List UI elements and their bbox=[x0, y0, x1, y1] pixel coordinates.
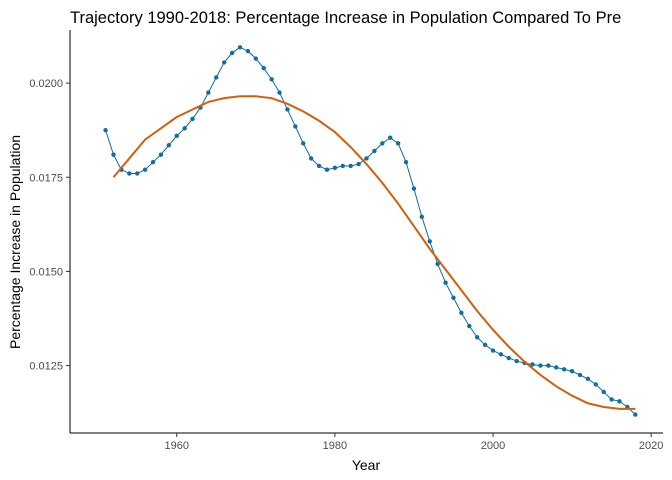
point bbox=[174, 133, 179, 139]
point bbox=[340, 163, 345, 169]
point bbox=[609, 397, 614, 402]
y-tick-label: 0.0125 bbox=[29, 361, 63, 373]
point bbox=[601, 389, 606, 395]
point bbox=[316, 163, 322, 169]
point bbox=[253, 56, 259, 61]
point bbox=[482, 342, 488, 348]
point bbox=[111, 152, 116, 157]
point bbox=[166, 143, 172, 148]
point bbox=[364, 156, 369, 161]
point bbox=[490, 348, 496, 353]
x-tick-label: 2020 bbox=[639, 440, 663, 452]
y-axis-label: Percentage Increase in Population bbox=[7, 135, 23, 349]
point bbox=[261, 65, 266, 71]
point bbox=[135, 171, 140, 176]
point bbox=[585, 376, 591, 381]
point bbox=[554, 365, 559, 370]
point bbox=[285, 107, 290, 112]
point bbox=[277, 90, 282, 95]
point bbox=[348, 163, 353, 169]
y-tick-label: 0.0175 bbox=[29, 172, 63, 184]
point bbox=[214, 75, 219, 80]
point bbox=[103, 127, 108, 133]
point bbox=[427, 239, 432, 244]
point bbox=[577, 372, 583, 378]
point bbox=[514, 358, 519, 364]
point bbox=[633, 412, 638, 417]
point bbox=[506, 355, 512, 361]
point bbox=[388, 135, 393, 140]
point bbox=[269, 77, 274, 82]
point bbox=[158, 152, 164, 157]
point bbox=[538, 363, 543, 368]
point bbox=[435, 261, 440, 267]
point bbox=[546, 363, 551, 368]
point bbox=[459, 310, 464, 316]
point bbox=[443, 280, 448, 285]
point bbox=[142, 167, 148, 172]
x-axis-label: Year bbox=[352, 457, 381, 473]
y-tick-label: 0.0150 bbox=[29, 266, 63, 278]
point bbox=[245, 48, 251, 54]
point bbox=[498, 352, 504, 357]
point bbox=[395, 141, 401, 146]
point bbox=[530, 362, 535, 367]
x-tick-label: 1980 bbox=[323, 440, 347, 452]
point bbox=[474, 335, 480, 340]
point bbox=[229, 50, 235, 56]
point bbox=[190, 116, 195, 122]
point bbox=[221, 60, 227, 65]
point bbox=[411, 186, 417, 191]
x-tick-label: 2000 bbox=[481, 440, 505, 452]
point bbox=[593, 382, 598, 387]
point bbox=[419, 214, 425, 220]
point bbox=[308, 156, 314, 161]
point bbox=[324, 167, 330, 172]
point bbox=[561, 367, 567, 372]
point bbox=[237, 45, 243, 50]
point bbox=[332, 165, 338, 171]
point bbox=[301, 141, 306, 146]
point bbox=[467, 323, 472, 329]
y-tick-label: 0.0200 bbox=[29, 78, 63, 90]
point bbox=[617, 399, 622, 404]
point bbox=[182, 126, 187, 131]
chart-title: Trajectory 1990-2018: Percentage Increas… bbox=[70, 9, 621, 27]
series-line bbox=[112, 95, 636, 410]
point bbox=[356, 161, 361, 167]
series-line bbox=[105, 46, 636, 415]
x-tick-label: 1960 bbox=[164, 440, 188, 452]
point bbox=[206, 90, 211, 95]
point bbox=[569, 369, 575, 374]
point bbox=[293, 124, 298, 129]
point bbox=[127, 171, 132, 176]
point bbox=[403, 159, 409, 165]
point bbox=[380, 141, 385, 146]
point bbox=[451, 295, 456, 300]
point bbox=[150, 159, 156, 165]
point bbox=[372, 148, 377, 154]
